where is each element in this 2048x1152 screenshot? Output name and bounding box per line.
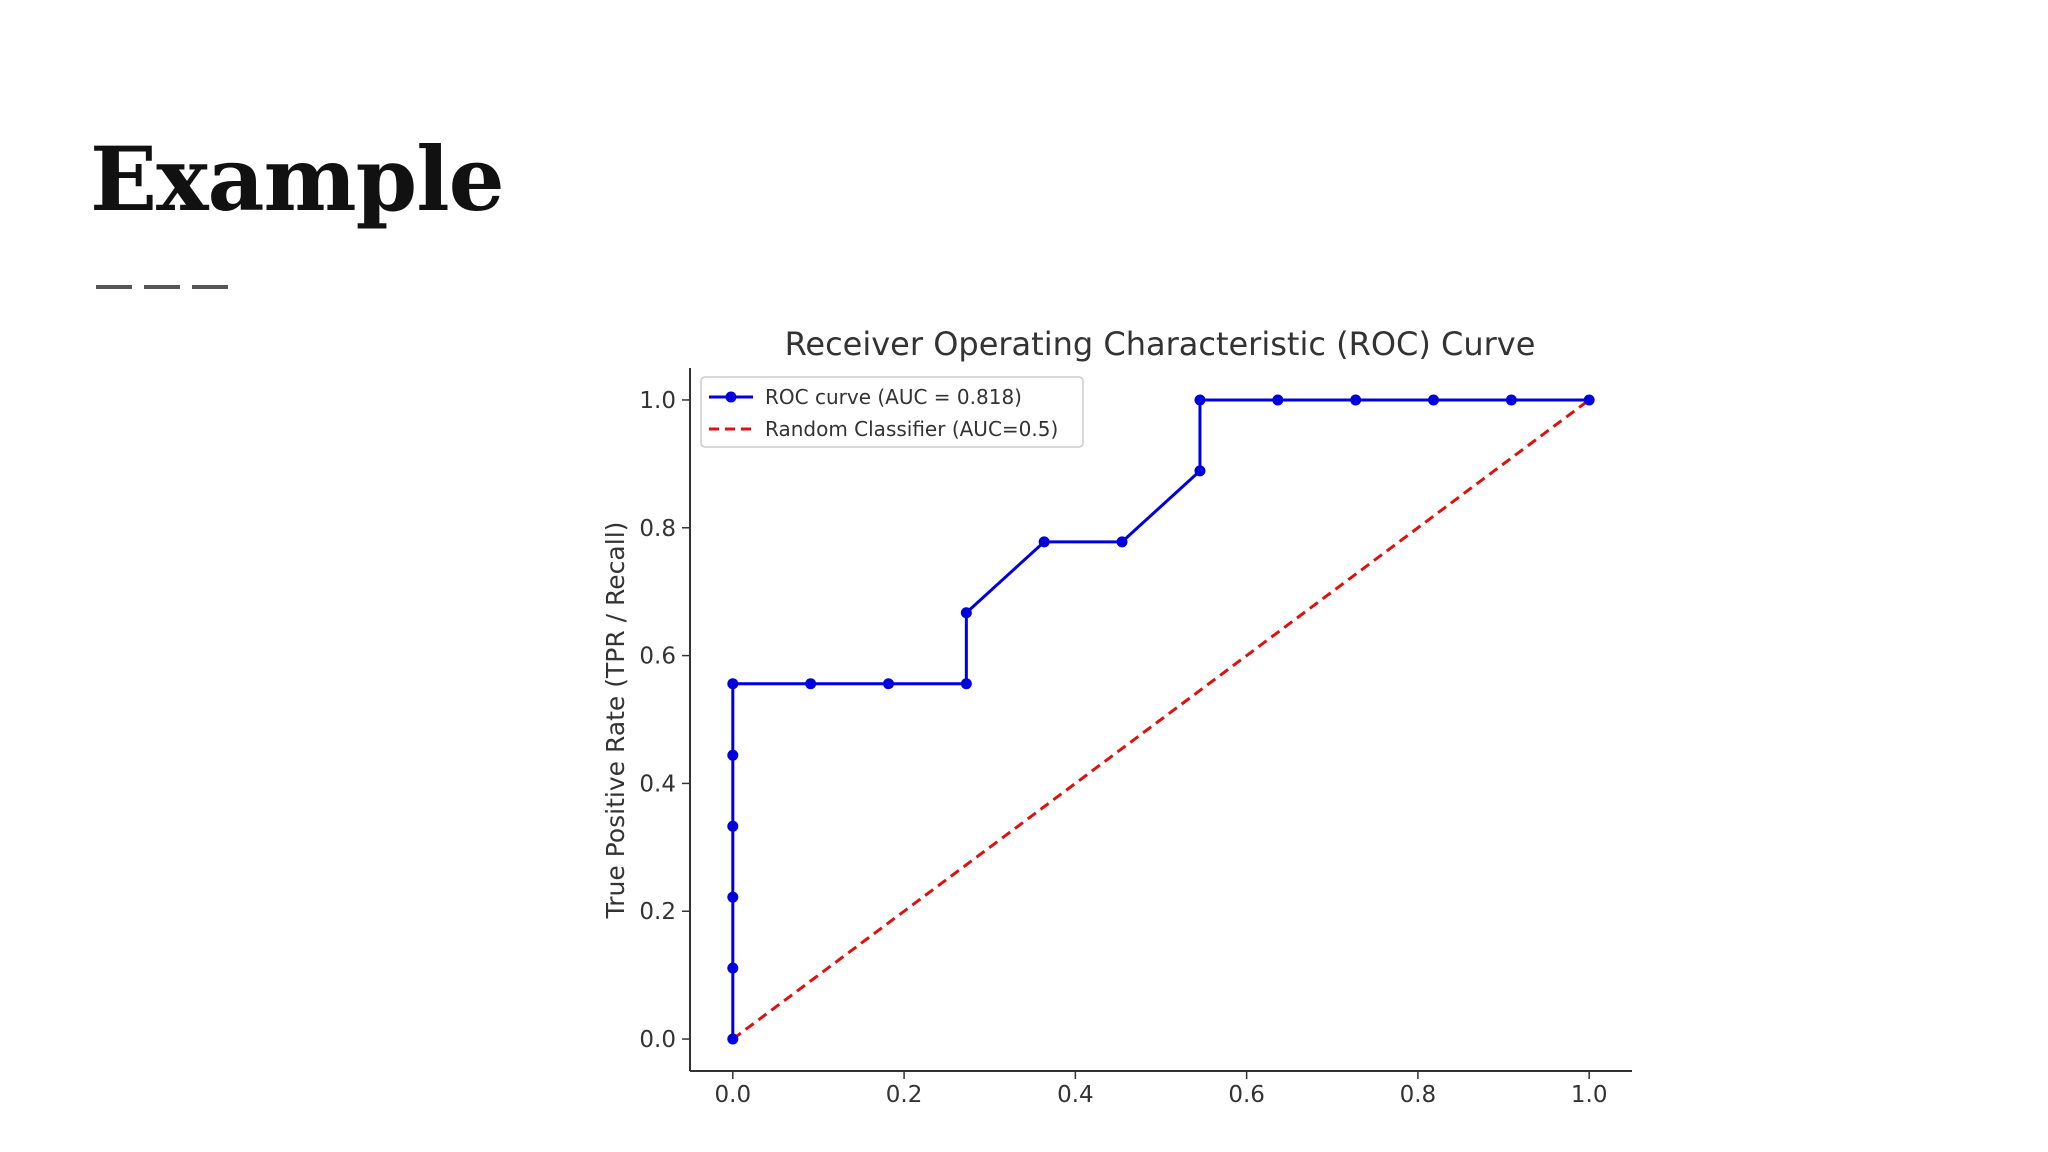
roc-point	[805, 678, 817, 690]
roc-point	[960, 607, 972, 619]
legend-marker-roc	[725, 391, 737, 403]
roc-point	[1272, 394, 1284, 406]
roc-point	[1505, 394, 1517, 406]
roc-point	[1038, 536, 1050, 548]
x-tick-label: 1.0	[1571, 1082, 1608, 1108]
legend-label: ROC curve (AUC = 0.818)	[765, 385, 1022, 409]
y-tick-label: 1.0	[639, 388, 676, 414]
roc-point	[727, 820, 739, 832]
x-tick-label: 0.2	[886, 1082, 923, 1108]
roc-point	[1427, 394, 1439, 406]
roc-point	[1350, 394, 1362, 406]
y-axis-label: True Positive Rate (TPR / Recall)	[601, 522, 630, 920]
x-tick-label: 0.4	[1057, 1082, 1094, 1108]
roc-point	[727, 962, 739, 974]
legend: ROC curve (AUC = 0.818) Random Classifier…	[700, 376, 1084, 448]
y-tick-label: 0.0	[639, 1027, 676, 1053]
roc-point	[883, 678, 895, 690]
legend-box	[700, 376, 1084, 448]
roc-point	[1194, 465, 1206, 477]
axes: 0.0 0.2 0.4 0.6 0.8 1.0 0.0 0.2 0.4 0.6 0.8 1.0	[639, 368, 1632, 1108]
slide-title: Example	[90, 127, 505, 231]
y-tick-label: 0.8	[639, 516, 676, 542]
roc-point	[960, 678, 972, 690]
roc-point	[727, 749, 739, 761]
chart-title: Receiver Operating Characteristic (ROC) …	[785, 325, 1536, 363]
roc-point	[727, 1033, 739, 1045]
x-tick-label: 0.6	[1228, 1082, 1265, 1108]
series-layer	[727, 394, 1595, 1045]
x-tick-label: 0.0	[715, 1082, 752, 1108]
random-classifier-line	[731, 398, 1591, 1041]
roc-point	[1583, 394, 1595, 406]
legend-label: Random Classifier (AUC=0.5)	[765, 417, 1058, 441]
y-tick-label: 0.2	[639, 899, 676, 925]
roc-point	[1194, 394, 1206, 406]
roc-point	[727, 891, 739, 903]
y-tick-label: 0.6	[639, 644, 676, 670]
x-tick-label: 0.8	[1400, 1082, 1437, 1108]
title-underline	[96, 285, 228, 289]
roc-point	[727, 678, 739, 690]
roc-point	[1116, 536, 1128, 548]
y-tick-label: 0.4	[639, 771, 676, 797]
